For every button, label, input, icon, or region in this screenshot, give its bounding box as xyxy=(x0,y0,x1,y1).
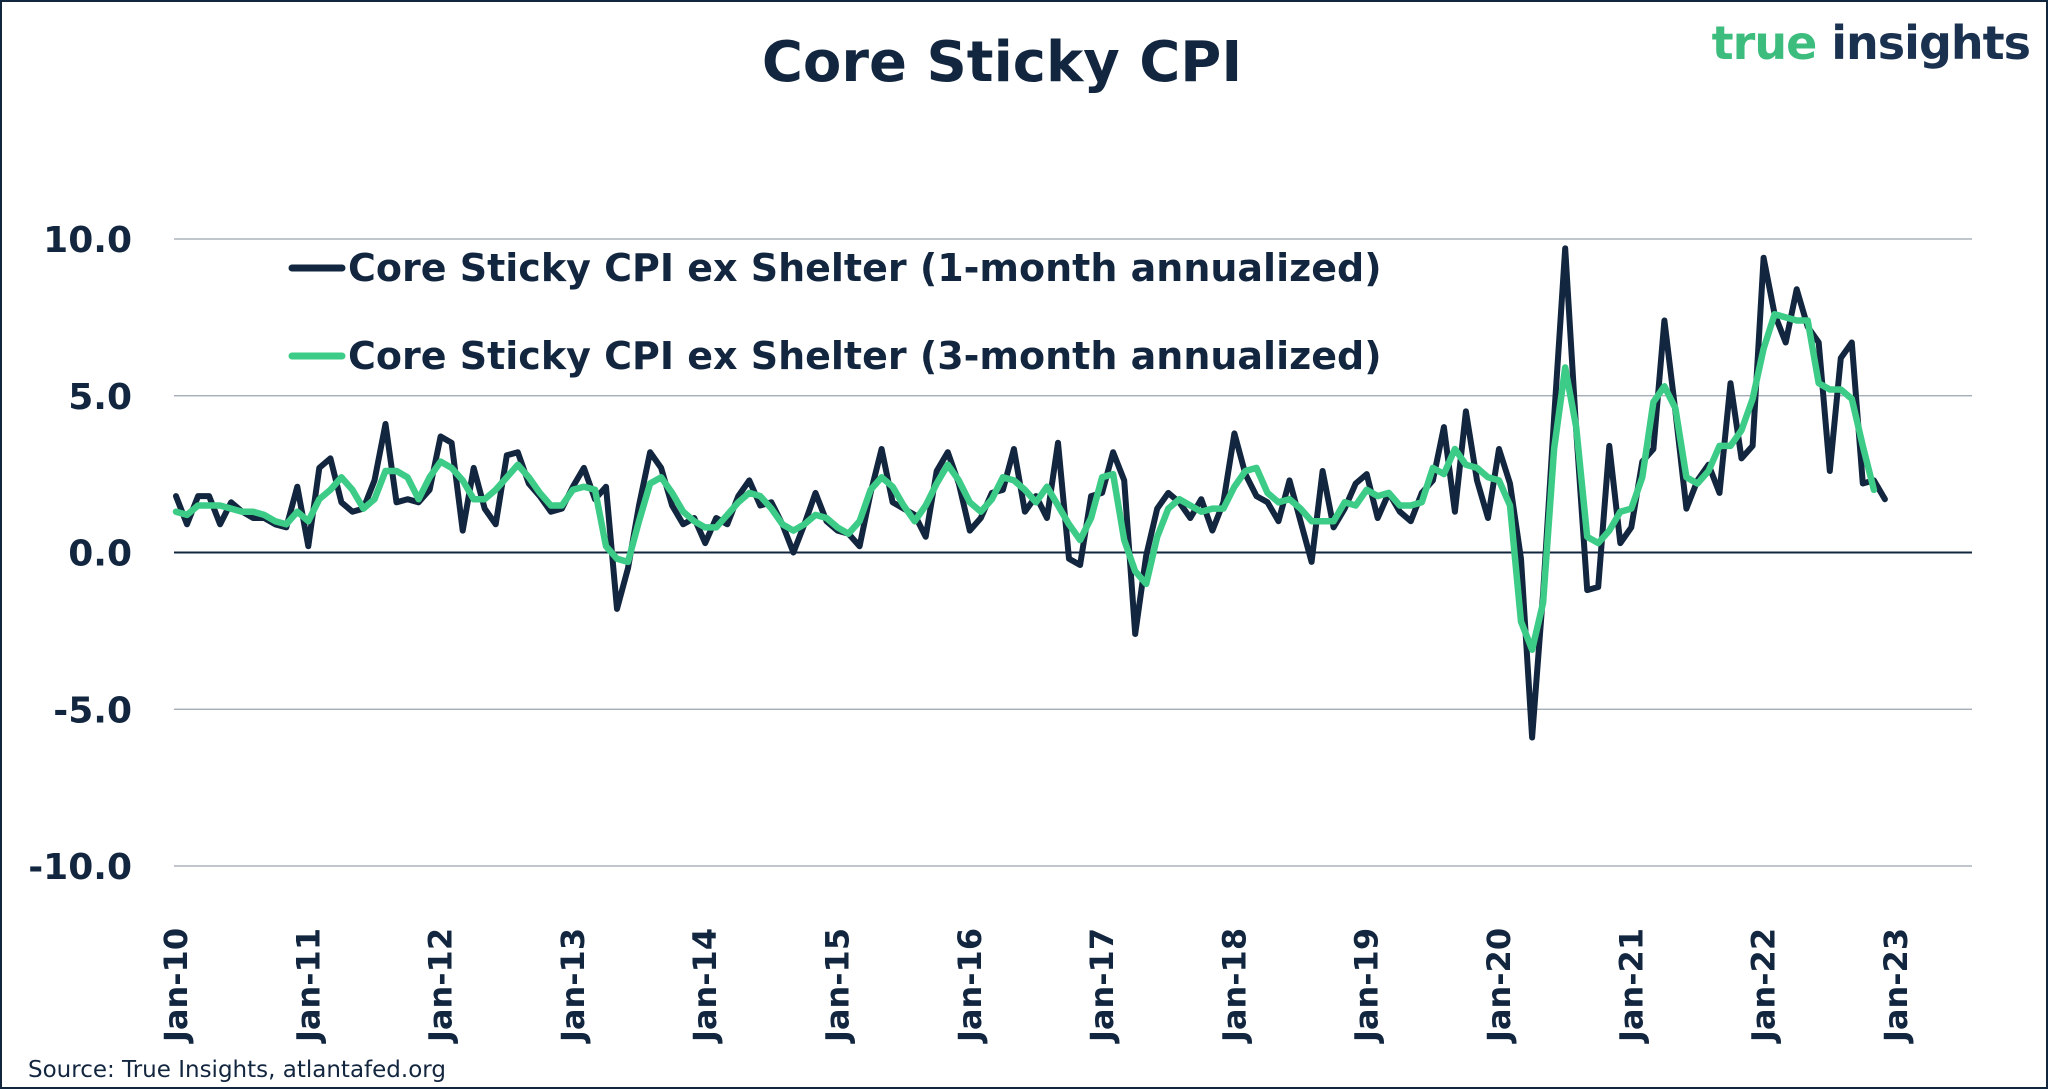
logo-word-insights: insights xyxy=(1831,16,2031,70)
x-tick-label: Jan-20 xyxy=(1480,928,1518,1044)
x-tick-label: Jan-12 xyxy=(422,928,460,1044)
x-tick-label: Jan-18 xyxy=(1215,928,1253,1044)
x-tick-label: Jan-11 xyxy=(289,928,327,1044)
x-tick-label: Jan-13 xyxy=(554,928,592,1044)
y-tick-label: -5.0 xyxy=(53,690,132,731)
x-tick-label: Jan-16 xyxy=(951,928,989,1044)
y-tick-label: 5.0 xyxy=(68,377,132,418)
x-tick-label: Jan-19 xyxy=(1348,928,1386,1044)
legend-label-3-month: Core Sticky CPI ex Shelter (3-month annu… xyxy=(348,334,1382,378)
y-tick-label: 0.0 xyxy=(68,534,132,575)
y-tick-label: 10.0 xyxy=(43,220,132,261)
legend-label-1-month: Core Sticky CPI ex Shelter (1-month annu… xyxy=(348,246,1382,290)
x-tick-label: Jan-21 xyxy=(1612,928,1650,1044)
x-tick-label: Jan-23 xyxy=(1877,928,1915,1044)
true-insights-logo: true insights xyxy=(1711,16,2031,70)
source-note: Source: True Insights, atlantafed.org xyxy=(28,1057,446,1083)
logo-word-true: true xyxy=(1711,16,1818,70)
x-tick-label: Jan-15 xyxy=(819,928,857,1044)
x-tick-label: Jan-17 xyxy=(1083,928,1121,1044)
x-tick-label: Jan-22 xyxy=(1745,928,1783,1044)
chart-title: Core Sticky CPI xyxy=(761,30,1243,95)
y-tick-label: -10.0 xyxy=(28,847,132,888)
x-tick-label: Jan-14 xyxy=(686,928,724,1044)
x-tick-label: Jan-10 xyxy=(157,928,195,1044)
series-line-3-month xyxy=(172,310,1878,653)
series-line-1-month xyxy=(173,245,1888,741)
